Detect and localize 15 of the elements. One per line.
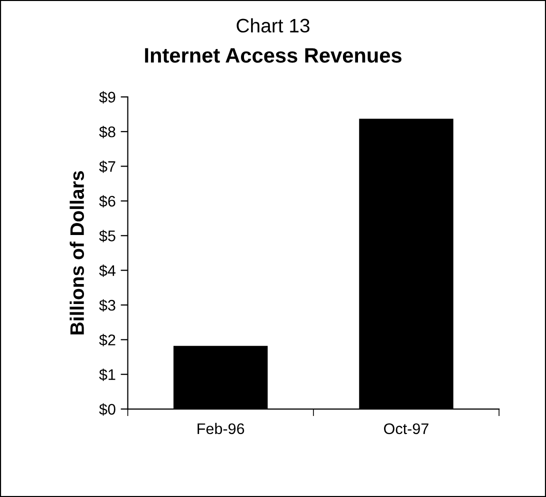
y-tick-label: $4 (99, 264, 116, 277)
chart-title: Chart 13 (236, 18, 310, 33)
x-tick-label: Oct-97 (384, 423, 428, 434)
y-tick-label: $2 (99, 334, 116, 346)
y-axis-title: Billions of Dollars (70, 171, 84, 334)
y-tick-label: $1 (99, 368, 116, 381)
y-tick-label: $7 (99, 160, 116, 173)
y-tick-label: $8 (99, 126, 116, 138)
x-tick-label: Feb-96 (198, 422, 244, 434)
y-tick-label: $6 (99, 195, 116, 208)
y-tick-label: $0 (99, 403, 116, 416)
chart-subtitle: Internet Access Revenues (145, 48, 402, 63)
y-tick-label: $9 (99, 91, 116, 104)
y-tick-label: $3 (99, 299, 116, 312)
y-tick-label: $5 (99, 230, 116, 242)
